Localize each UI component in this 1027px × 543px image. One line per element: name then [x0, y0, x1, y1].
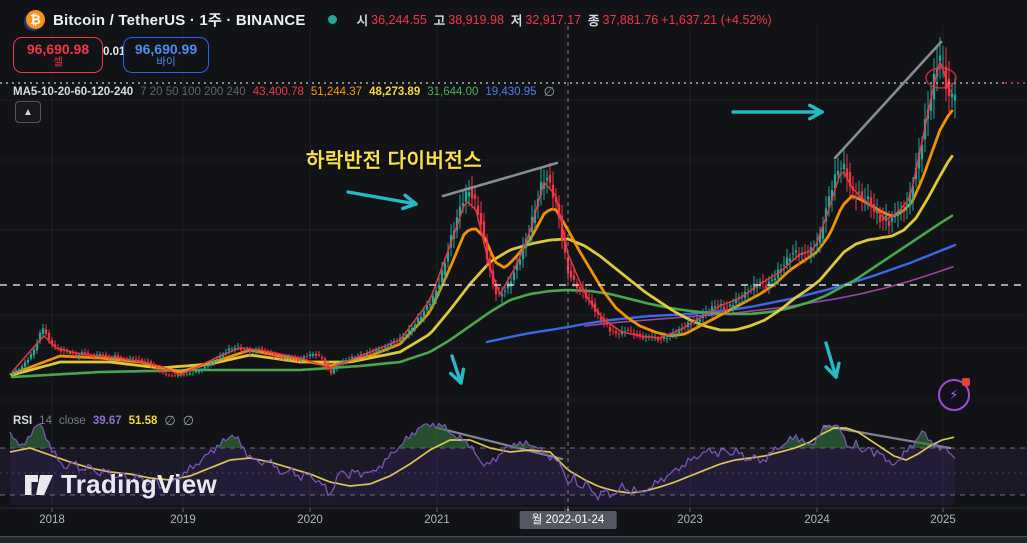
axis-label-2018: 2018	[39, 514, 65, 526]
hide-rsi-ma-icon[interactable]: ∅	[182, 413, 195, 428]
ma-indicator-name: MA5-10-20-60-120-240	[13, 86, 134, 98]
ma5-value: 43,400.78	[252, 86, 304, 98]
sell-button[interactable]: 96,690.98 셀	[13, 37, 103, 73]
buy-label: 바이	[156, 55, 176, 68]
ma120-value: 19,430.95	[485, 86, 537, 98]
close-value: 37,881.76	[602, 12, 659, 27]
tradingview-logo-icon	[25, 474, 53, 495]
tradingview-watermark: TradingView	[24, 469, 217, 500]
sell-label: 셀	[53, 55, 63, 68]
rsi-indicator-name: RSI	[13, 415, 33, 427]
bitcoin-icon: ₿	[26, 10, 45, 29]
rsi-source: close	[58, 415, 86, 427]
buy-price: 96,690.99	[134, 41, 198, 58]
axis-label-2024: 2024	[804, 514, 830, 526]
high-value: 38,919.98	[448, 12, 504, 27]
low-value: 32,917.17	[525, 12, 582, 27]
crosshair-date-badge: 월 2022-01-24	[519, 510, 617, 529]
hide-indicator-icon[interactable]: ∅	[543, 84, 555, 99]
ma20-value: 48,273.89	[369, 86, 421, 98]
ma-indicator-legend[interactable]: MA5-10-20-60-120-240 7 20 50 100 200 240…	[13, 84, 555, 100]
rsi-indicator-legend[interactable]: RSI 14 close 39.67 51.58 ∅ ∅	[13, 413, 194, 429]
collapse-legend-button[interactable]: ▲	[15, 101, 41, 123]
spread-value: 0.01	[103, 46, 126, 58]
open-value: 36,244.55	[371, 12, 427, 27]
notification-badge	[962, 378, 970, 386]
change-value: +1,637.21 (+4.52%)	[661, 12, 772, 27]
close-label: 종	[588, 14, 600, 28]
axis-label-2021: 2021	[424, 514, 450, 526]
ma60-value: 31,644.00	[427, 86, 479, 98]
bottom-toolbar-edge	[0, 536, 1027, 543]
flash-boost-button[interactable]: ⚡	[938, 378, 970, 411]
watermark-text: TradingView	[61, 469, 217, 499]
divergence-annotation: 하락반전 다이버전스	[306, 150, 483, 172]
axis-label-2023: 2023	[677, 514, 703, 526]
ma-params: 7 20 50 100 200 240	[140, 86, 246, 98]
axis-label-2019: 2019	[170, 514, 196, 526]
buy-button[interactable]: 96,690.99 바이	[123, 37, 209, 73]
chevron-up-icon: ▲	[23, 106, 33, 118]
rsi-length: 14	[39, 415, 52, 427]
time-axis[interactable]: 2018 2019 2020 2021 2023 2024 2025 월 202…	[0, 509, 1027, 536]
low-label: 저	[510, 14, 523, 28]
open-label: 시	[356, 14, 369, 28]
hide-rsi-icon[interactable]: ∅	[164, 413, 176, 428]
ohlc-readout: 시 36,244.55 고 38,919.98 저 32,917.17 종 37…	[357, 10, 772, 29]
sell-price: 96,690.98	[26, 41, 90, 58]
symbol-header: ₿ Bitcoin / TetherUS · 1주 · BINANCE 시 36…	[26, 9, 772, 30]
lightning-icon: ⚡	[949, 387, 959, 402]
rsi-value: 39.67	[92, 415, 122, 427]
high-label: 고	[433, 14, 446, 28]
ma10-value: 51,244.37	[310, 86, 363, 98]
axis-label-2025: 2025	[930, 514, 956, 526]
symbol-title[interactable]: Bitcoin / TetherUS · 1주 · BINANCE	[53, 12, 306, 29]
crosshair-date-text: 월 2022-01-24	[519, 511, 617, 529]
rsi-ma-value: 51.58	[128, 415, 158, 427]
axis-label-2020: 2020	[297, 514, 323, 526]
market-status-icon[interactable]	[327, 15, 337, 24]
